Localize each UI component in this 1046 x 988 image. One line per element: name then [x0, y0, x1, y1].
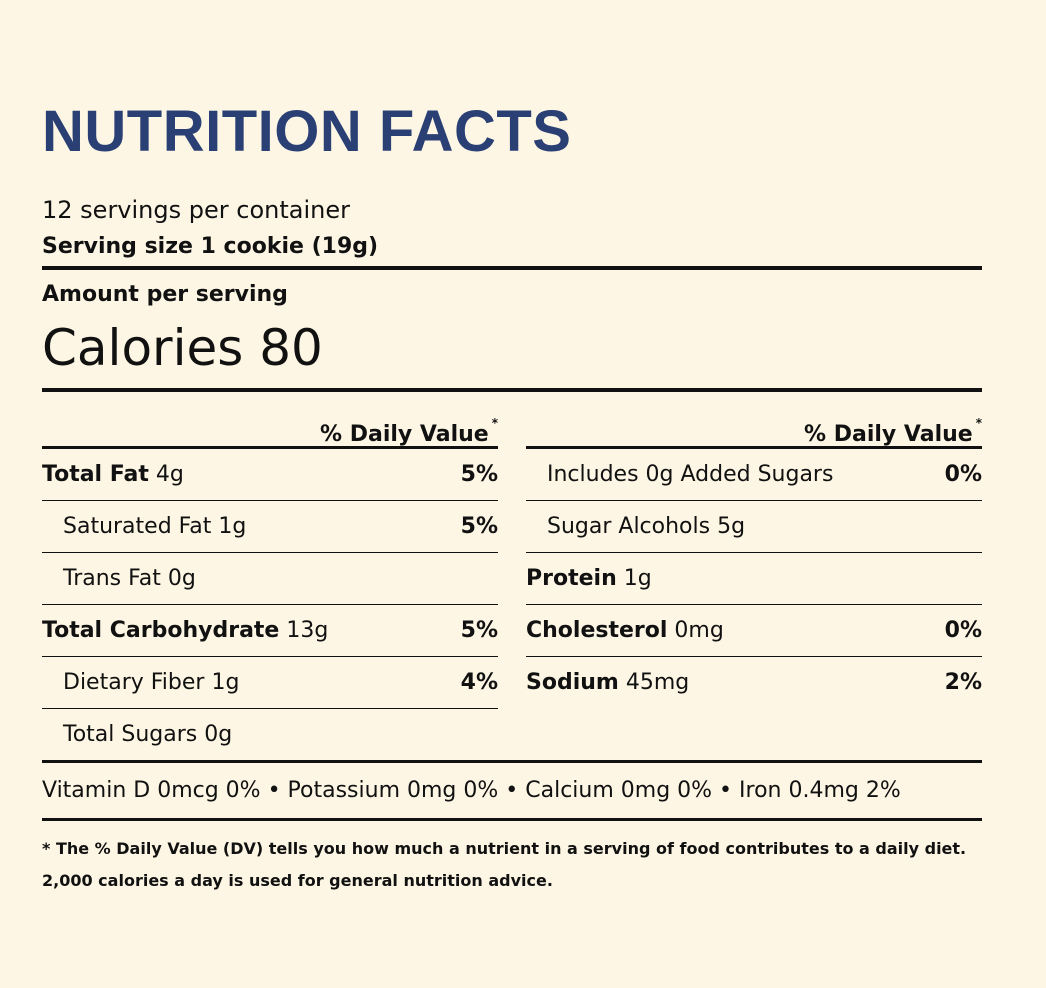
right-nutrient-column: % Daily Value * Includes 0g Added Sugars 0… [526, 400, 982, 760]
servings-per-container: 12 servings per container [42, 196, 350, 224]
nutrient-name: Total Fat 4g [42, 462, 184, 487]
nutrient-name: Includes 0g Added Sugars [547, 462, 834, 487]
vitamins-line: Vitamin D 0mcg 0% • Potassium 0mg 0% • C… [42, 763, 982, 821]
nutrient-row: Dietary Fiber 1g 4% [42, 657, 498, 709]
daily-value-percent: 5% [460, 462, 498, 487]
daily-value-percent: 5% [460, 618, 498, 643]
daily-value-percent: 2% [944, 670, 982, 695]
nutrient-amount: 0g [160, 566, 196, 591]
nutrient-name: Trans Fat 0g [63, 566, 196, 591]
nutrient-name: Sugar Alcohols 5g [547, 514, 746, 539]
nutrient-name: Protein 1g [526, 566, 652, 591]
nutrition-title: NUTRITION FACTS [42, 99, 572, 164]
nutrient-name: Total Carbohydrate 13g [42, 618, 329, 643]
nutrient-amount: 0g [197, 722, 233, 747]
nutrient-name: Sodium 45mg [526, 670, 690, 695]
nutrient-name: Cholesterol 0mg [526, 618, 724, 643]
nutrient-row: Total Fat 4g 5% [42, 449, 498, 501]
nutrient-amount: 45mg [618, 670, 690, 695]
daily-value-marker: * [975, 416, 982, 430]
nutrient-columns: % Daily Value * Total Fat 4g 5% Saturated F… [42, 400, 982, 760]
nutrition-facts-panel: NUTRITION FACTS 12 servings per containe… [42, 100, 982, 897]
daily-value-header: % Daily Value * [42, 400, 498, 449]
calories: Calories 80 [42, 319, 323, 377]
nutrient-amount: 0mg [667, 618, 724, 643]
nutrient-amount: 5g [710, 514, 746, 539]
nutrient-amount: 1g [616, 566, 652, 591]
nutrient-row: Trans Fat 0g [42, 553, 498, 605]
daily-value-label: % Daily Value [804, 422, 973, 447]
daily-value-percent: 0% [944, 618, 982, 643]
serving-size: Serving size 1 cookie (19g) [42, 234, 379, 259]
divider-heavy [42, 388, 982, 392]
divider-medium [42, 760, 982, 763]
nutrient-row: Total Carbohydrate 13g 5% [42, 605, 498, 657]
nutrient-name: Total Sugars 0g [63, 722, 233, 747]
footnote-line: * The % Daily Value (DV) tells you how m… [42, 839, 967, 858]
daily-value-percent: 0% [944, 462, 982, 487]
nutrient-row: Sodium 45mg 2% [526, 657, 982, 708]
nutrient-name: Saturated Fat 1g [63, 514, 247, 539]
nutrient-amount: 4g [148, 462, 184, 487]
left-nutrient-column: % Daily Value * Total Fat 4g 5% Saturated F… [42, 400, 498, 760]
daily-value-label: % Daily Value [320, 422, 489, 447]
nutrient-row: Saturated Fat 1g 5% [42, 501, 498, 553]
daily-value-header: % Daily Value * [526, 400, 982, 449]
daily-value-percent: 4% [460, 670, 498, 695]
divider-heavy [42, 266, 982, 270]
nutrient-amount: 1g [211, 514, 247, 539]
nutrient-row: Includes 0g Added Sugars 0% [526, 449, 982, 501]
nutrient-row: Total Sugars 0g [42, 709, 498, 760]
daily-value-marker: * [491, 416, 498, 430]
amount-per-serving: Amount per serving [42, 282, 288, 307]
nutrient-row: Sugar Alcohols 5g [526, 501, 982, 553]
nutrient-name: Dietary Fiber 1g [63, 670, 240, 695]
footnote-line: 2,000 calories a day is used for general… [42, 871, 553, 890]
nutrient-row: Protein 1g [526, 553, 982, 605]
footnote: * The % Daily Value (DV) tells you how m… [42, 833, 982, 897]
nutrient-row: Cholesterol 0mg 0% [526, 605, 982, 657]
nutrient-amount: 13g [279, 618, 329, 643]
nutrient-amount: 1g [204, 670, 240, 695]
daily-value-percent: 5% [460, 514, 498, 539]
